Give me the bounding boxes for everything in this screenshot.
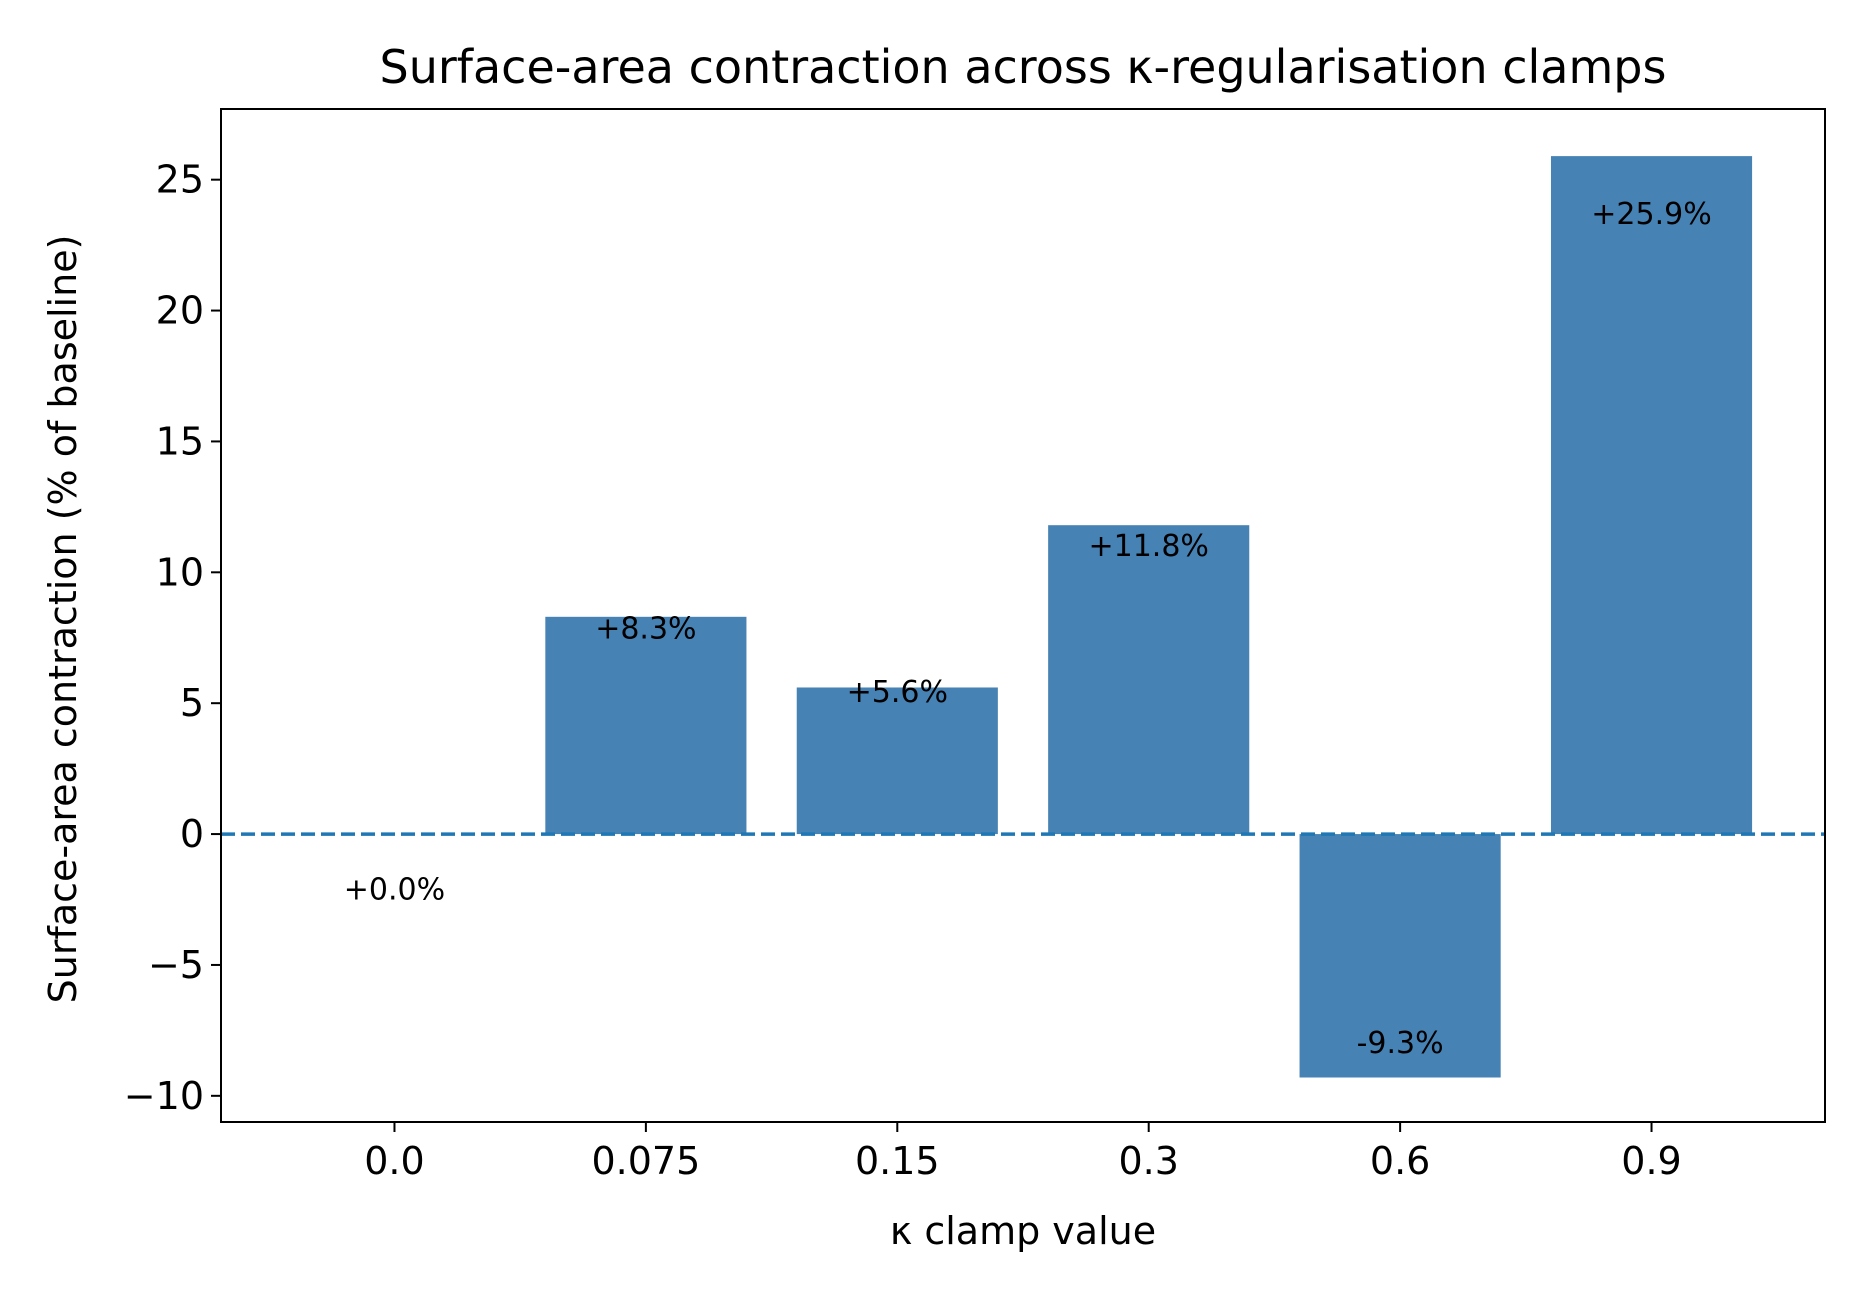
- bar: [1299, 834, 1501, 1078]
- y-tick-label: −5: [148, 943, 204, 987]
- bar-value-label: +5.6%: [847, 675, 948, 710]
- y-tick-label: 5: [180, 681, 204, 725]
- y-axis-label: Surface-area contraction (% of baseline): [41, 235, 85, 1004]
- x-tick-label: 0.15: [855, 1139, 940, 1183]
- bar-value-label: +11.8%: [1088, 529, 1208, 564]
- bar: [796, 687, 998, 835]
- y-tick-label: 10: [156, 550, 204, 594]
- plot-frame: [220, 108, 1826, 1123]
- x-tick-label: 0.6: [1370, 1139, 1430, 1183]
- x-tick-label: 0.075: [591, 1139, 700, 1183]
- bar: [1048, 525, 1250, 835]
- plot-area: +0.0% +8.3% +5.6% +11.8% -9.3% +25.9% −10 −5 0 5 1…: [124, 108, 1826, 1183]
- bar-value-label: -9.3%: [1357, 1026, 1444, 1061]
- bar: [545, 616, 747, 835]
- x-tick-label: 0.9: [1621, 1139, 1681, 1183]
- chart-title: Surface-area contraction across κ-regula…: [380, 40, 1667, 94]
- y-tick-label: −10: [124, 1074, 204, 1118]
- bar-value-label: +8.3%: [595, 612, 696, 647]
- y-tick-label: 20: [156, 289, 204, 333]
- bar-value-label: +25.9%: [1591, 197, 1711, 232]
- y-tick-label: 15: [156, 419, 204, 463]
- y-tick-label: 25: [156, 158, 204, 202]
- x-axis-label: κ clamp value: [890, 1209, 1156, 1253]
- x-tick-label: 0.3: [1118, 1139, 1178, 1183]
- bar-value-label: +0.0%: [344, 873, 445, 908]
- bar: [1550, 156, 1753, 835]
- x-tick-label: 0.0: [364, 1139, 424, 1183]
- y-tick-label: 0: [180, 812, 204, 856]
